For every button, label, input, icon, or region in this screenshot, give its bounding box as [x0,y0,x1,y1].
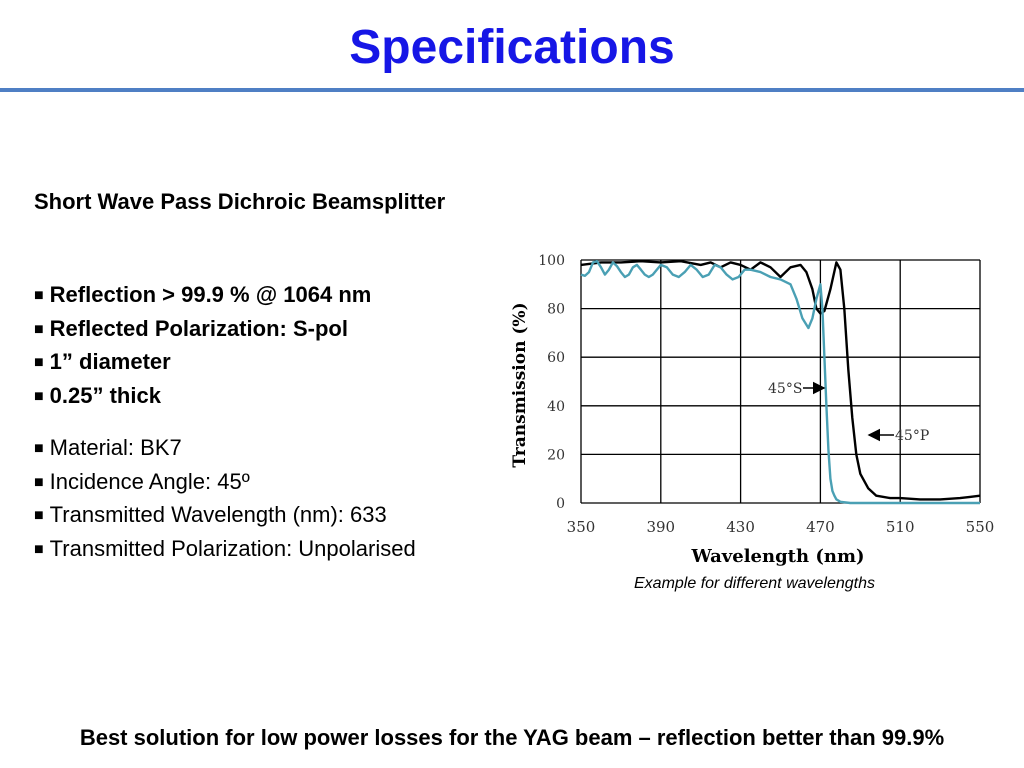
spec-item: ■ Transmitted Wavelength (nm): 633 [34,500,416,534]
x-tick-label: 510 [886,518,915,536]
x-tick-label: 390 [646,518,675,536]
annotation-45s: 45°S [768,381,826,397]
y-tick-label: 20 [547,447,565,463]
x-tick-label: 430 [726,518,755,536]
x-tick-label: 550 [966,518,995,536]
spec-text: Material: BK7 [49,435,182,460]
bullet-marker: ■ [34,440,44,457]
y-axis-label: Transmission (%) [510,302,530,467]
spec-item: ■ Reflected Polarization: S-pol [34,314,371,348]
y-tick-label: 100 [538,253,565,269]
x-tick-label: 470 [806,518,835,536]
spec-item: ■ Transmitted Polarization: Unpolarised [34,534,416,568]
annotation-45s-label: 45°S [768,381,802,397]
spec-text: Transmitted Wavelength (nm): 633 [49,502,387,527]
product-name: Short Wave Pass Dichroic Beamsplitter [34,189,446,214]
bullet-marker: ■ [34,507,44,524]
annotation-45p: 45°P [867,428,929,444]
bullet-marker: ■ [34,320,44,338]
series-line-45s [580,260,980,505]
spec-item: ■ Reflection > 99.9 % @ 1064 nm [34,280,371,314]
title-divider [0,88,1024,92]
secondary-specs-list: ■ Material: BK7 ■ Incidence Angle: 45º ■ Tr… [34,433,416,567]
bullet-marker: ■ [34,287,44,304]
y-tick-label: 60 [547,350,565,366]
spec-text: 1” diameter [49,349,171,374]
x-axis-label: Wavelength (nm) [690,546,864,567]
chart-caption: Example for different wavelengths [634,575,876,592]
y-tick-label: 80 [547,302,565,318]
slide-title: Specifications [349,21,675,74]
spec-item: ■ Incidence Angle: 45º [34,467,416,501]
bullet-marker: ■ [34,540,44,558]
bullet-marker: ■ [34,387,44,405]
annotation-45p-label: 45°P [895,428,929,444]
spec-item: ■ Material: BK7 [34,433,416,467]
spec-text: Reflected Polarization: S-pol [49,315,348,341]
y-tick-label: 40 [547,399,565,415]
spec-item: ■ 0.25” thick [34,381,371,415]
bullet-marker: ■ [34,354,44,371]
spec-text: Transmitted Polarization: Unpolarised [49,535,416,561]
chart-ticks: 350 390 430 470 510 550 0 20 40 60 80 100 [538,253,994,536]
spec-text: 0.25” thick [49,382,161,408]
footer-statement: Best solution for low power losses for t… [79,725,945,750]
key-specs-list: ■ Reflection > 99.9 % @ 1064 nm ■ Reflecte… [34,280,371,414]
spec-text: Reflection > 99.9 % @ 1064 nm [49,282,372,307]
spec-item: ■ 1” diameter [34,347,371,381]
chart-series [580,260,981,505]
x-tick-label: 350 [567,518,596,536]
chart-grid [580,259,981,504]
bullet-marker: ■ [34,473,44,491]
spec-text: Incidence Angle: 45º [49,468,250,494]
series-line-45p [580,260,981,501]
y-tick-label: 0 [556,496,565,512]
